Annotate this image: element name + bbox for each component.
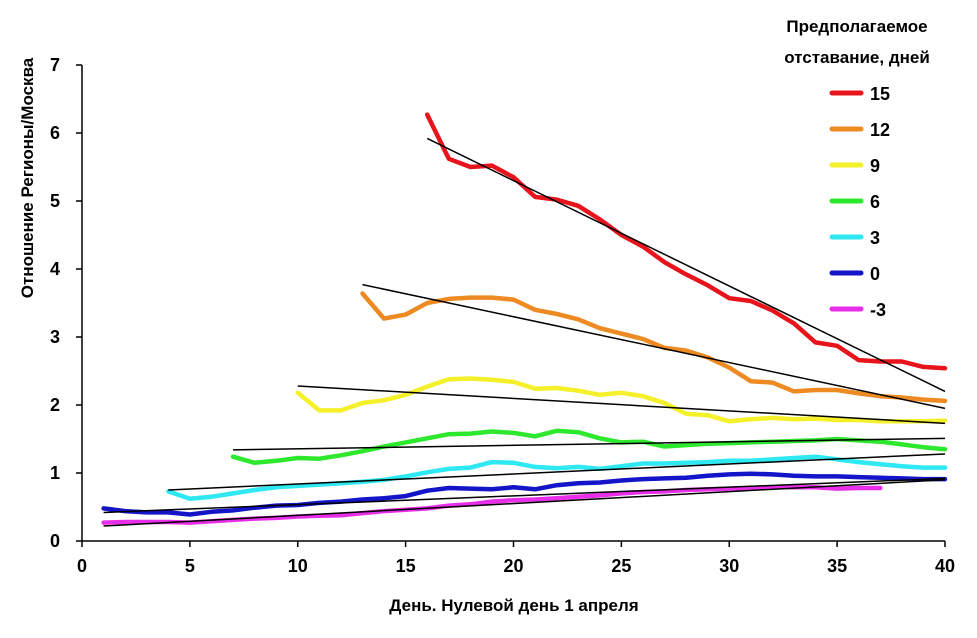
y-tick-label: 1 xyxy=(50,463,60,483)
x-tick-label: 20 xyxy=(503,556,523,576)
series-line-15 xyxy=(424,112,948,371)
trendline-12 xyxy=(362,283,946,410)
legend-label-6: 6 xyxy=(870,192,880,212)
legend-items: 15 12 9 6 3 0 -3 xyxy=(829,84,890,320)
series-line-9 xyxy=(295,376,948,424)
legend: Предполагаемое отставание, дней 15 12 9 6 3 0… xyxy=(784,17,930,320)
y-tick-label: 0 xyxy=(50,531,60,551)
y-tick-label: 2 xyxy=(50,395,60,415)
legend-title-line-1: Предполагаемое xyxy=(786,17,927,36)
series-line-0 xyxy=(101,471,948,517)
trendlines xyxy=(103,137,946,527)
x-tick-label: 10 xyxy=(288,556,308,576)
x-tick-label: 15 xyxy=(396,556,416,576)
x-tick-label: 30 xyxy=(719,556,739,576)
legend-label--3: -3 xyxy=(870,300,886,320)
series-line-12 xyxy=(360,291,948,404)
series-line--3 xyxy=(101,485,883,525)
legend-title-line-2: отставание, дней xyxy=(784,48,930,67)
legend-label-15: 15 xyxy=(870,84,890,104)
series-line-3 xyxy=(166,454,948,502)
x-tick-label: 35 xyxy=(827,556,847,576)
x-tick-label: 5 xyxy=(185,556,195,576)
trendline--3 xyxy=(103,479,946,527)
x-tick-label: 0 xyxy=(77,556,87,576)
legend-label-9: 9 xyxy=(870,156,880,176)
y-tick-label: 7 xyxy=(50,55,60,75)
y-tick-label: 4 xyxy=(50,259,60,279)
axes xyxy=(76,64,946,547)
x-tick-label: 40 xyxy=(935,556,955,576)
x-tick-label: 25 xyxy=(611,556,631,576)
legend-label-3: 3 xyxy=(870,228,880,248)
y-tick-label: 5 xyxy=(50,191,60,211)
trendline-6 xyxy=(233,437,946,451)
y-axis-title: Отношение Регионы/Москва xyxy=(18,57,37,298)
trendline-0 xyxy=(103,477,946,514)
trendline-3 xyxy=(168,453,946,491)
x-axis-title: День. Нулевой день 1 апреля xyxy=(389,596,638,615)
trendline-15 xyxy=(426,137,946,393)
trendline-9 xyxy=(297,385,946,425)
legend-label-0: 0 xyxy=(870,264,880,284)
y-tick-label: 3 xyxy=(50,327,60,347)
legend-label-12: 12 xyxy=(870,120,890,140)
y-tick-label: 6 xyxy=(50,123,60,143)
